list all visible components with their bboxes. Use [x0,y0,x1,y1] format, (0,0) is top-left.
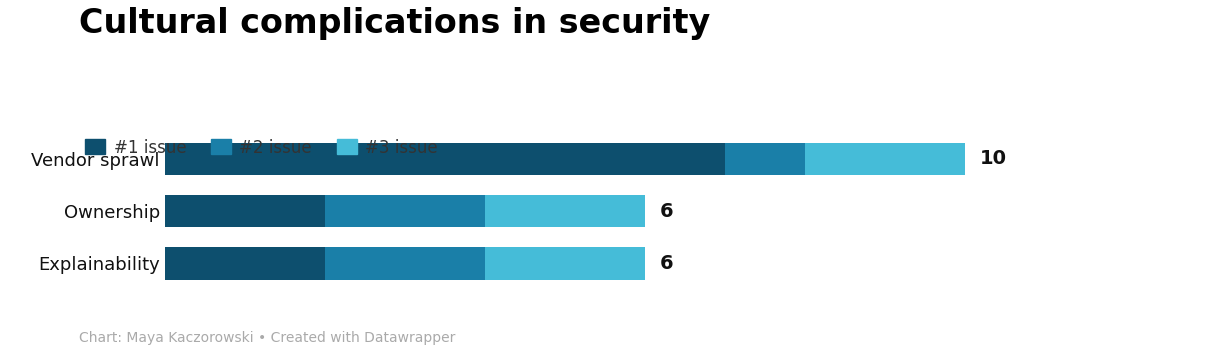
Bar [725,143,805,175]
Text: 6: 6 [659,254,673,273]
Bar [165,143,725,175]
Bar [805,143,965,175]
Text: Chart: Maya Kaczorowski • Created with Datawrapper: Chart: Maya Kaczorowski • Created with D… [79,331,456,345]
Legend: #1 issue, #2 issue, #3 issue: #1 issue, #2 issue, #3 issue [85,139,438,157]
Bar [165,195,325,227]
Bar [325,195,484,227]
Bar [325,247,484,279]
Text: Cultural complications in security: Cultural complications in security [79,7,710,40]
Bar [484,195,645,227]
Bar [165,247,325,279]
Text: 6: 6 [659,202,673,221]
Bar [484,247,645,279]
Text: 10: 10 [980,150,1006,169]
